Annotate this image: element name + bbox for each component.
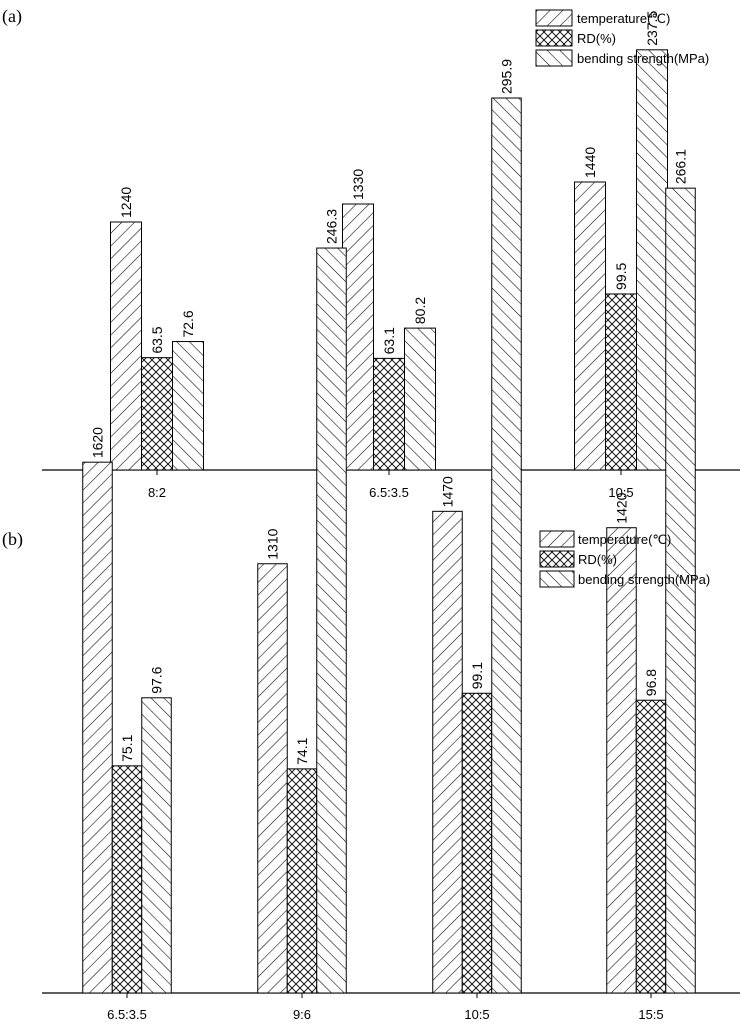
bar-6-5-3-5-series-1 [111,765,143,994]
data-label: 99.5 [613,262,629,289]
legend-swatch [539,530,575,548]
data-label: 96.8 [643,669,659,696]
legend-entry: bending strength(MPa) [578,572,710,587]
bar-10-5-series-0 [574,181,606,471]
data-label: 266.1 [673,149,689,184]
legend-swatch [535,9,573,27]
data-label: 1240 [118,187,134,218]
x-tick-label: 9:6 [293,1007,311,1022]
legend: temperature(℃) RD(%) bending strength(MPa) [539,530,710,588]
bar-6-5-3-5-series-2 [141,697,172,994]
data-label: 246.3 [324,209,340,244]
x-tick-label: 10:5 [608,485,633,500]
data-label: 1330 [350,169,366,200]
bar-6-5-3-5-series-1 [373,357,405,471]
bar-9-6-series-1 [286,768,318,994]
legend-swatch [539,550,575,568]
bar-10-5-series-2 [636,49,668,471]
data-label: 99.1 [469,662,485,689]
bar-10-5-series-0 [432,510,463,994]
bar-15-5-series-0 [606,527,637,994]
bar-15-5-series-2 [665,187,696,994]
legend-swatch [535,49,573,67]
data-label: 80.2 [412,297,428,324]
data-label: 97.6 [149,666,165,693]
legend-swatch [535,29,573,47]
bar-6-5-3-5-series-2 [404,327,436,471]
bar-8-2-series-2 [172,341,204,471]
data-label: 1420 [614,492,630,523]
x-tick-label: 10:5 [464,1007,489,1022]
legend-swatch [539,570,575,588]
data-label: 74.1 [294,737,310,764]
x-tick-label: 6.5:3.5 [107,1007,147,1022]
chart-panel-a: (a) 1240 63.5 72.6 8:2 1330 63.1 80.2 6.5:3.5 144… [2,6,740,500]
bar-6-5-3-5-series-0 [342,203,374,471]
bar-10-5-series-2 [491,97,522,994]
data-label: 63.5 [149,326,165,353]
data-label: 237.5 [644,11,660,46]
panel-label: (a) [2,6,22,27]
data-label: 1440 [582,147,598,178]
bar-9-6-series-0 [257,563,288,994]
legend: temperature(℃) RD(%) bending strength(MPa) [535,9,709,67]
legend-entry: temperature(℃) [577,11,670,26]
data-label: 1310 [265,528,281,559]
x-tick-label: 15:5 [638,1007,663,1022]
chart-panel-b: (b) 1620 75.1 97.6 6.5:3.5 1310 74.1 246.3 9:6 14… [2,59,740,1022]
bar-8-2-series-0 [110,221,142,471]
data-label: 295.9 [499,59,515,94]
data-label: 75.1 [119,734,135,761]
data-label: 63.1 [381,327,397,354]
data-label: 1470 [440,476,456,507]
bar-6-5-3-5-series-0 [82,461,113,994]
x-tick-label: 6.5:3.5 [369,485,409,500]
bar-10-5-series-1 [605,293,637,471]
legend-entry: RD(%) [578,552,617,567]
data-label: 1620 [90,427,106,458]
bar-8-2-series-1 [141,357,173,471]
data-label: 72.6 [180,310,196,337]
bar-15-5-series-1 [635,699,667,994]
legend-entry: temperature(℃) [578,532,671,547]
legend-entry: bending strength(MPa) [577,51,709,66]
bar-10-5-series-1 [461,692,493,994]
legend-entry: RD(%) [577,31,616,46]
x-tick-label: 8:2 [148,485,166,500]
panel-label: (b) [2,529,23,550]
bar-9-6-series-2 [316,247,347,994]
